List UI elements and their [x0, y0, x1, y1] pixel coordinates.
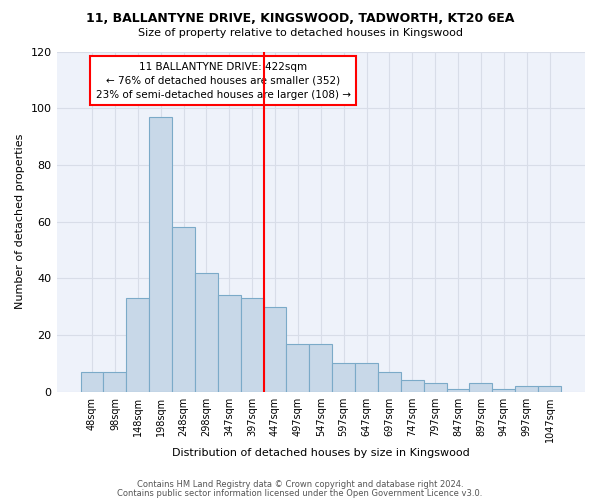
Bar: [286, 344, 310, 392]
Bar: [378, 372, 401, 392]
Text: 11, BALLANTYNE DRIVE, KINGSWOOD, TADWORTH, KT20 6EA: 11, BALLANTYNE DRIVE, KINGSWOOD, TADWORT…: [86, 12, 514, 26]
Bar: [401, 380, 424, 392]
Text: Size of property relative to detached houses in Kingswood: Size of property relative to detached ho…: [137, 28, 463, 38]
Bar: [310, 344, 332, 392]
Bar: [218, 296, 241, 392]
Bar: [538, 386, 561, 392]
Text: Contains public sector information licensed under the Open Government Licence v3: Contains public sector information licen…: [118, 488, 482, 498]
Bar: [241, 298, 263, 392]
Bar: [263, 306, 286, 392]
Bar: [103, 372, 127, 392]
Bar: [493, 389, 515, 392]
Bar: [469, 383, 493, 392]
Bar: [149, 116, 172, 392]
Y-axis label: Number of detached properties: Number of detached properties: [15, 134, 25, 310]
Bar: [172, 228, 195, 392]
X-axis label: Distribution of detached houses by size in Kingswood: Distribution of detached houses by size …: [172, 448, 470, 458]
Text: Contains HM Land Registry data © Crown copyright and database right 2024.: Contains HM Land Registry data © Crown c…: [137, 480, 463, 489]
Bar: [80, 372, 103, 392]
Bar: [127, 298, 149, 392]
Bar: [515, 386, 538, 392]
Text: 11 BALLANTYNE DRIVE: 422sqm
← 76% of detached houses are smaller (352)
23% of se: 11 BALLANTYNE DRIVE: 422sqm ← 76% of det…: [95, 62, 350, 100]
Bar: [332, 364, 355, 392]
Bar: [424, 383, 446, 392]
Bar: [355, 364, 378, 392]
Bar: [195, 272, 218, 392]
Bar: [446, 389, 469, 392]
